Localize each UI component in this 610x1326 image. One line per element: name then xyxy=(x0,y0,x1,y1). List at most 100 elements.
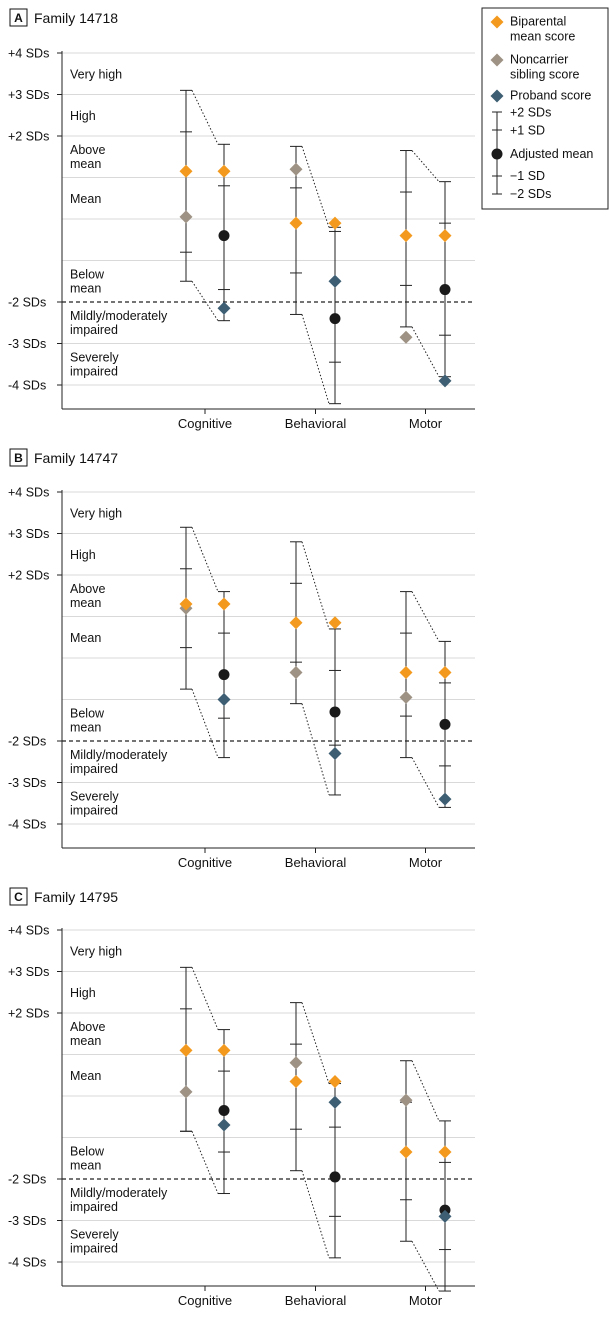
band-label: Above xyxy=(70,1020,105,1034)
legend-biparental-marker xyxy=(490,15,504,29)
panel-title: Family 14747 xyxy=(34,450,118,466)
band-label: Mean xyxy=(70,631,101,645)
band-label: mean xyxy=(70,281,101,295)
band-label: impaired xyxy=(70,803,118,817)
band-label: Very high xyxy=(70,506,122,520)
legend-biparental-label: mean score xyxy=(510,30,575,44)
panel-c: C Family 14795 +4 SDs +3 SDs +2 SDs -2 SDs -3 … xyxy=(8,887,475,1308)
connector-upper xyxy=(191,967,219,1030)
band-label: mean xyxy=(70,157,101,171)
x-tick-label: Cognitive xyxy=(178,855,232,870)
legend-biparental-label: Biparental xyxy=(510,15,566,29)
band-label: Mean xyxy=(70,1069,101,1083)
biparental-marker-right xyxy=(328,616,342,630)
proband-marker xyxy=(328,746,342,760)
connector-lower xyxy=(301,703,330,796)
sibling-marker xyxy=(289,162,303,176)
connector-lower xyxy=(301,1170,330,1258)
biparental-marker-right xyxy=(328,216,342,230)
y-tick-label: +2 SDs xyxy=(8,130,49,144)
biparental-marker-left xyxy=(289,1074,303,1088)
band-label: impaired xyxy=(70,1200,118,1214)
adjusted-mean-marker xyxy=(439,718,451,730)
biparental-marker-right xyxy=(438,666,452,680)
band-label: Mildly/moderately xyxy=(70,748,168,762)
adjusted-mean-marker xyxy=(439,284,451,296)
x-tick-label: Cognitive xyxy=(178,416,232,431)
sibling-marker xyxy=(399,330,413,344)
connector-upper xyxy=(191,527,219,592)
legend-sibling-marker xyxy=(490,53,504,67)
band-label: impaired xyxy=(70,762,118,776)
group-cognitive xyxy=(179,89,231,322)
legend-proband-label: Proband score xyxy=(510,89,591,103)
connector-upper xyxy=(411,591,440,642)
biparental-marker-right xyxy=(438,229,452,243)
panel-letter: B xyxy=(14,451,23,465)
y-tick-label: +4 SDs xyxy=(8,47,49,61)
band-label: impaired xyxy=(70,364,118,378)
panel-b: B Family 14747 +4 SDs +3 SDs +2 SDs -2 SDs -3 … xyxy=(8,448,475,870)
y-tick-label: +3 SDs xyxy=(8,88,49,102)
legend-minus1-label: −1 SD xyxy=(510,169,545,183)
connector-lower xyxy=(191,1131,219,1194)
y-tick-label: -4 SDs xyxy=(8,379,46,393)
legend-box xyxy=(481,7,609,210)
connector-lower xyxy=(191,280,219,321)
band-label: Below xyxy=(70,267,105,281)
y-tick-label: -2 SDs xyxy=(8,735,46,749)
connector-upper xyxy=(301,1002,330,1084)
panel-letter: C xyxy=(14,890,23,904)
panel-title: Family 14718 xyxy=(34,10,118,26)
biparental-marker-left xyxy=(289,616,303,630)
y-tick-label: +2 SDs xyxy=(8,569,49,583)
proband-marker xyxy=(438,374,452,388)
biparental-marker-left xyxy=(179,1043,193,1057)
band-label: Above xyxy=(70,582,105,596)
legend-sibling-label: Noncarrier xyxy=(510,53,568,67)
adjusted-mean-marker xyxy=(329,313,341,325)
proband-marker xyxy=(328,274,342,288)
group-motor xyxy=(399,1060,452,1292)
adjusted-mean-marker xyxy=(329,1171,341,1183)
y-tick-label: +3 SDs xyxy=(8,965,49,979)
biparental-marker-right xyxy=(217,597,231,611)
panel-a: A Family 14718 +4 SDs +3 SDs +2 SDs -2 SDs -3 … xyxy=(8,8,475,431)
legend-minus2-label: −2 SDs xyxy=(510,187,551,201)
band-label: Severely xyxy=(70,350,119,364)
band-label: Above xyxy=(70,143,105,157)
y-tick-label: -2 SDs xyxy=(8,1173,46,1187)
adjusted-mean-marker xyxy=(218,230,230,242)
group-behavioral xyxy=(289,541,342,796)
group-cognitive xyxy=(179,966,231,1195)
proband-marker xyxy=(217,1118,231,1132)
connector-lower xyxy=(411,757,440,808)
panel-letter: A xyxy=(14,11,23,25)
y-tick-label: -4 SDs xyxy=(8,818,46,832)
y-tick-label: -2 SDs xyxy=(8,296,46,310)
sibling-marker xyxy=(399,690,413,704)
proband-marker xyxy=(438,1209,452,1223)
band-label: Mildly/moderately xyxy=(70,1186,168,1200)
band-label: mean xyxy=(70,1034,101,1048)
connector-lower xyxy=(301,314,330,404)
biparental-marker-left xyxy=(179,597,193,611)
legend-adjusted-marker xyxy=(491,148,503,160)
x-tick-label: Motor xyxy=(409,855,443,870)
adjusted-mean-marker xyxy=(218,669,230,681)
band-label: Very high xyxy=(70,67,122,81)
band-label: mean xyxy=(70,1158,101,1172)
connector-upper xyxy=(301,541,330,630)
sibling-marker xyxy=(179,210,193,224)
y-tick-label: +3 SDs xyxy=(8,527,49,541)
panel-title: Family 14795 xyxy=(34,889,118,905)
legend-sibling-label: sibling score xyxy=(510,68,580,82)
band-label: High xyxy=(70,986,96,1000)
proband-marker xyxy=(438,792,452,806)
band-label: mean xyxy=(70,596,101,610)
legend-plus1-label: +1 SD xyxy=(510,124,545,138)
band-label: Mean xyxy=(70,192,101,206)
connector-upper xyxy=(411,1060,440,1122)
y-tick-label: -3 SDs xyxy=(8,776,46,790)
